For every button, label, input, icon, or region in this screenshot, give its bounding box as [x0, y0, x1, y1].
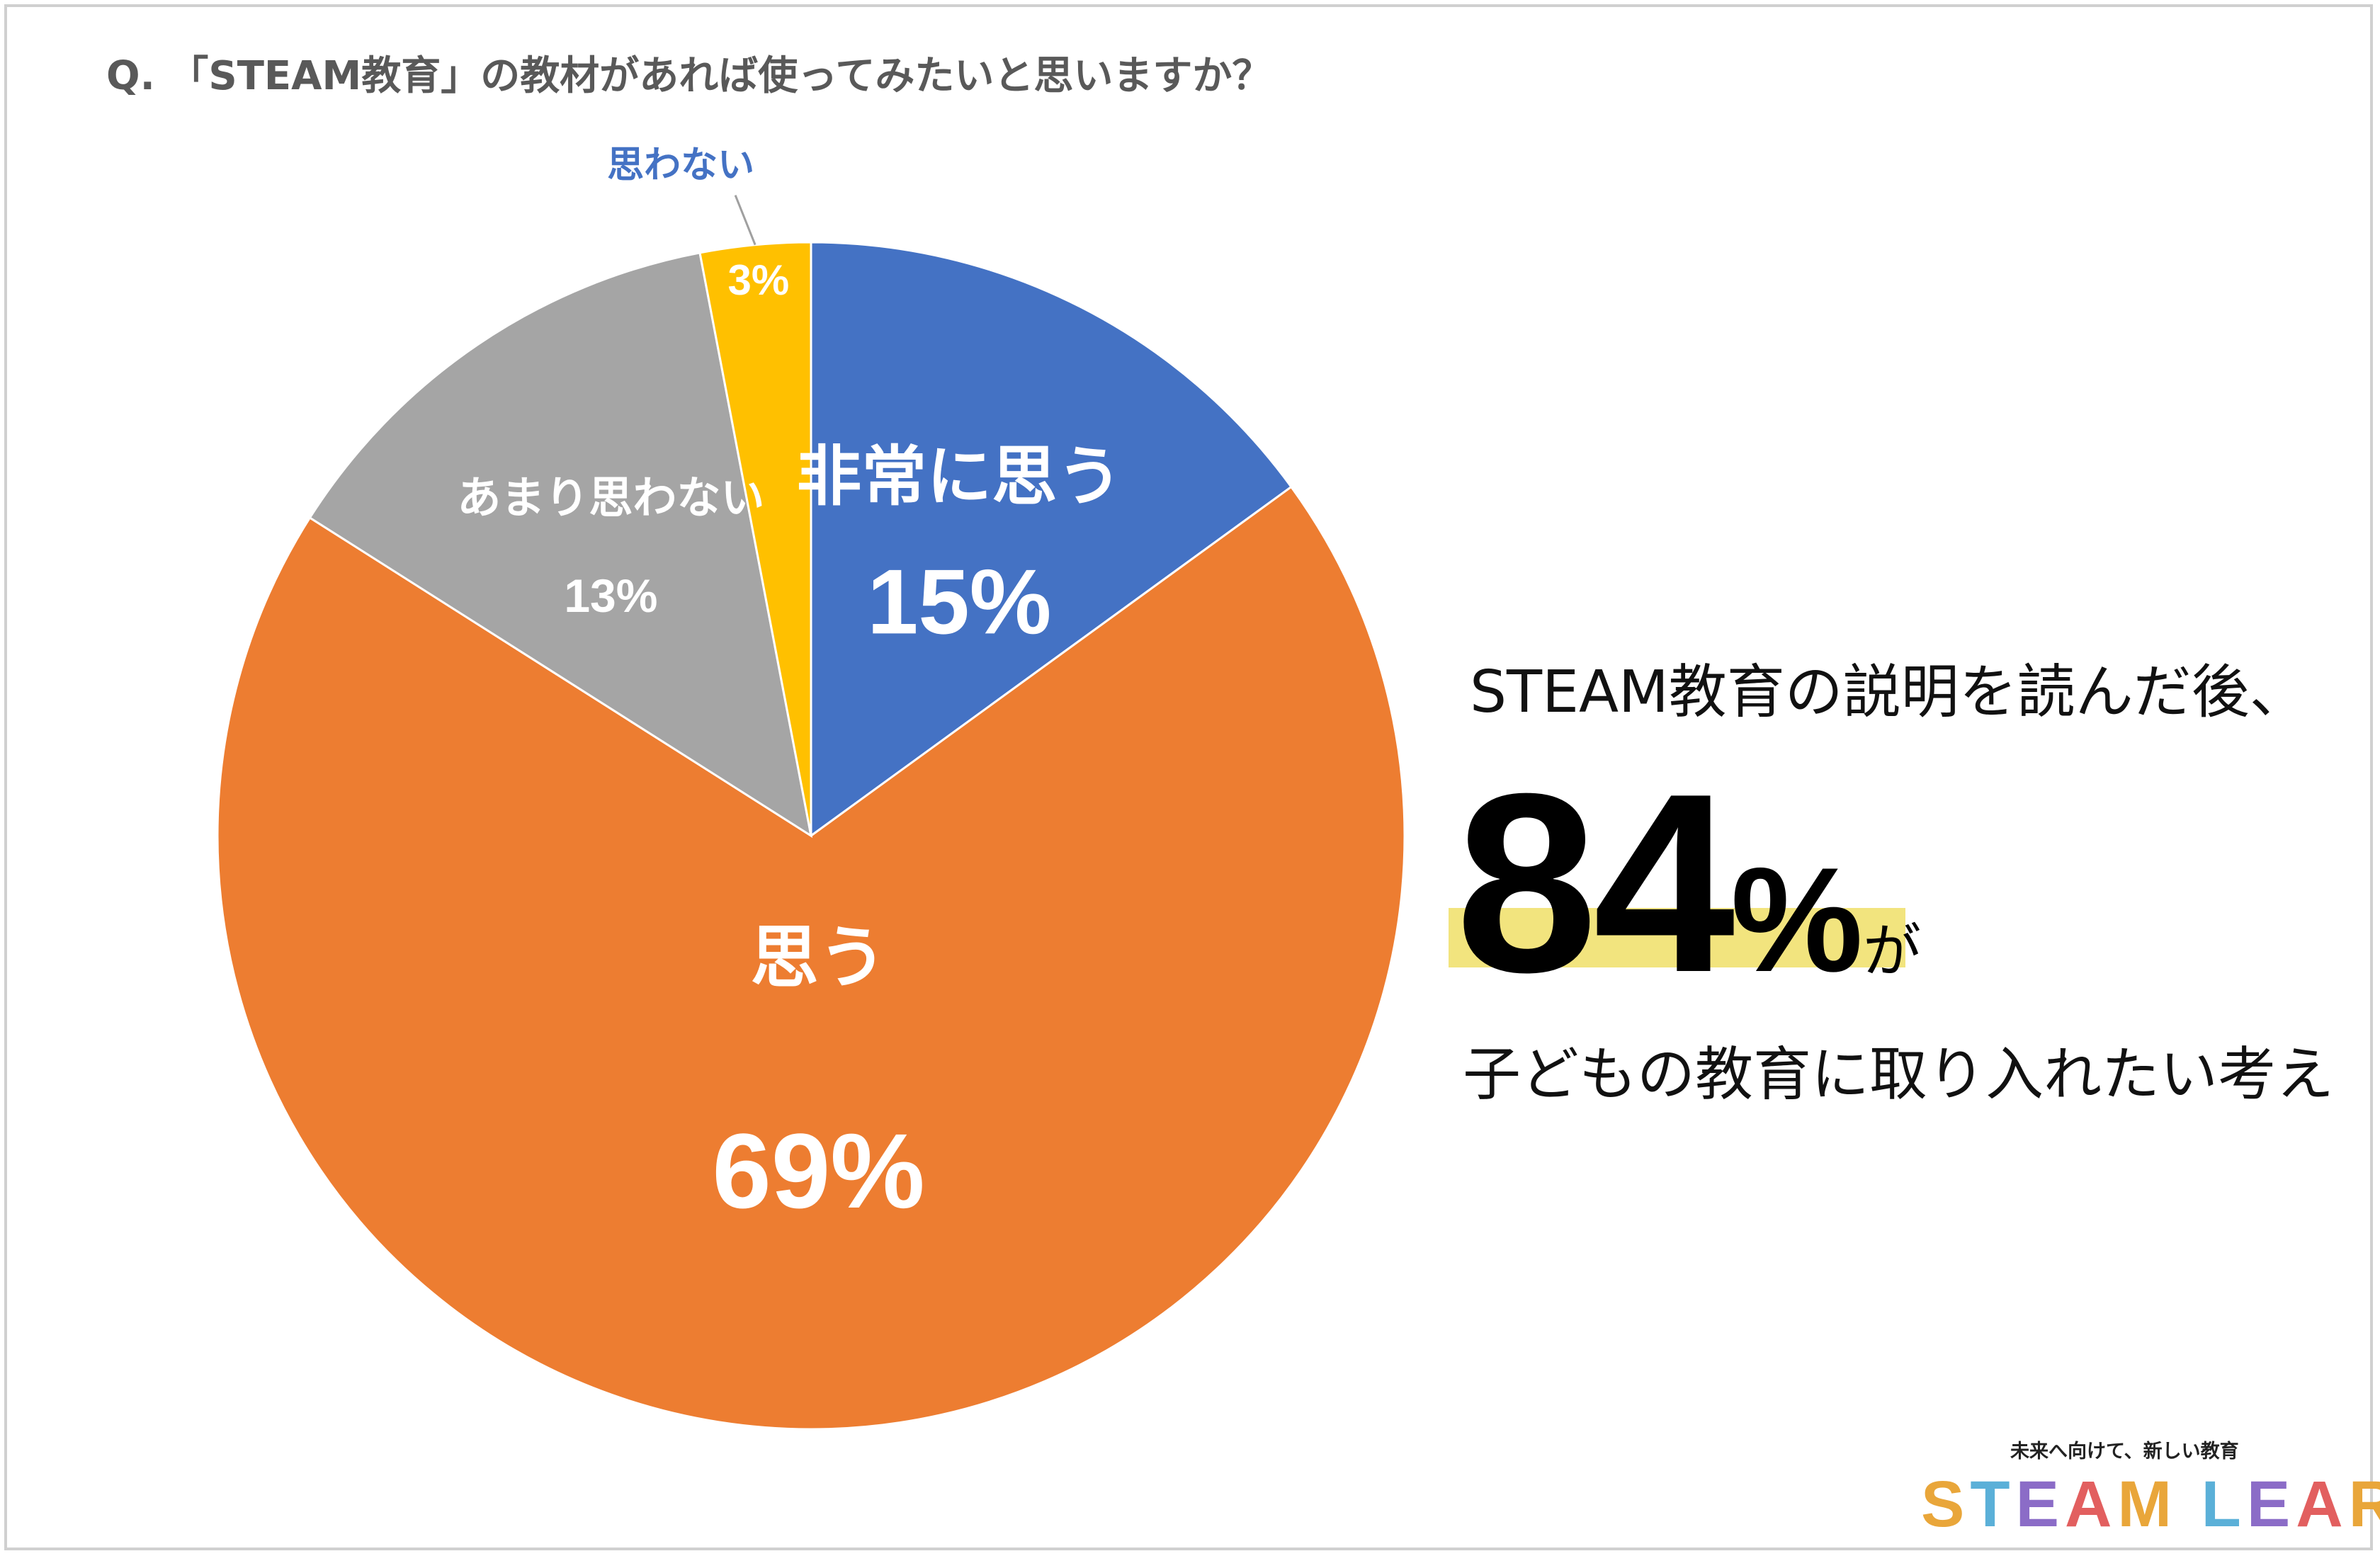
- logo-letter: A: [2296, 1468, 2349, 1540]
- slice-name-label: 思う: [751, 918, 887, 997]
- callout-number: 84: [1456, 741, 1735, 1026]
- slice-value-label: 15%: [867, 550, 1051, 653]
- slice-name-label: あまり思わない: [457, 472, 764, 523]
- slice-name-label: 思わない: [607, 144, 754, 187]
- callout-percent: %: [1730, 836, 1864, 1003]
- pie-slice: [698, 241, 812, 836]
- slice-value-label: 13%: [564, 569, 657, 622]
- logo-tagline: 未来へ向けて、新しい教育: [2010, 1441, 2239, 1463]
- logo-letter: E: [2246, 1468, 2296, 1540]
- logo-letter: A: [2064, 1468, 2118, 1540]
- pie-slice: [216, 485, 1406, 1431]
- logo-letter: L: [2201, 1468, 2247, 1540]
- callout-line1: STEAM教育の説明を読んだ後、: [1470, 659, 2308, 726]
- callout-suffix: が: [1863, 918, 1922, 985]
- logo-letter: M: [2117, 1468, 2178, 1540]
- logo-letter: [2177, 1467, 2202, 1542]
- pie-slice: [810, 241, 1293, 838]
- chart-title: Q. 「STEAM教育」の教材があれば使ってみたいと思いますか？: [106, 53, 1272, 99]
- chart-frame: [4, 4, 2373, 1550]
- logo-letter: R: [2348, 1468, 2380, 1540]
- steam-learn-logo: STEAM LEARN: [1921, 1467, 2380, 1542]
- slice-name-label: 非常に思う: [796, 438, 1122, 514]
- slice-value-label: 3%: [728, 256, 790, 304]
- pie-slice: [308, 251, 813, 839]
- logo-letter: E: [2015, 1468, 2065, 1540]
- slice-value-label: 69%: [712, 1111, 924, 1230]
- logo-letter: S: [1921, 1468, 1971, 1540]
- leader-line: [734, 195, 756, 246]
- logo-letter: T: [1970, 1468, 2016, 1540]
- callout-highlight: [1449, 908, 1905, 967]
- callout-line3: 子どもの教育に取り入れたい考え: [1463, 1041, 2335, 1108]
- callout-big: 84%が: [1456, 737, 1921, 1030]
